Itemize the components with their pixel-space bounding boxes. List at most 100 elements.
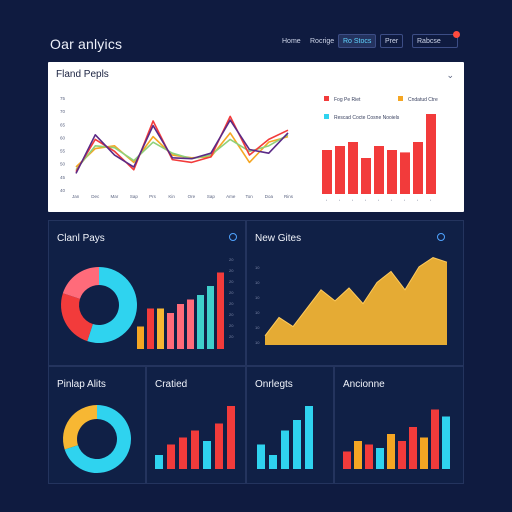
legend-label: Fog Pe Riet bbox=[334, 97, 361, 103]
y-tick-label: 20 bbox=[229, 323, 234, 328]
x-tick-dot: • bbox=[326, 198, 327, 202]
y-tick-label: 75 bbox=[60, 96, 66, 101]
x-tick-label: Ton bbox=[245, 194, 253, 199]
bar bbox=[409, 427, 417, 469]
bottom-panel-3: Onrlegts bbox=[246, 366, 334, 484]
bar bbox=[293, 420, 301, 469]
nav-home[interactable]: Home bbox=[282, 38, 301, 45]
app-title: Oar anlyics bbox=[50, 36, 123, 52]
bar bbox=[187, 299, 194, 349]
pie-slice bbox=[62, 267, 99, 299]
notification-dot-icon bbox=[453, 31, 460, 38]
bar bbox=[374, 146, 384, 194]
bar bbox=[269, 455, 277, 469]
mid-left-title: Clanl Pays bbox=[57, 233, 105, 244]
bar bbox=[426, 114, 436, 194]
bottom-panel-2: Cratied bbox=[146, 366, 246, 484]
y-tick-label: 20 bbox=[229, 312, 234, 317]
top-panel-title: Fland Pepls bbox=[56, 69, 109, 80]
bar bbox=[191, 430, 199, 469]
bar bbox=[227, 406, 235, 469]
y-tick-label: 20 bbox=[229, 334, 234, 339]
nav-item-4[interactable]: Prer bbox=[380, 34, 404, 48]
x-tick-label: Mar bbox=[111, 194, 119, 199]
x-tick-dot: • bbox=[391, 198, 392, 202]
bar bbox=[167, 313, 174, 349]
info-icon[interactable] bbox=[229, 233, 237, 241]
bar bbox=[157, 308, 164, 349]
info-icon[interactable] bbox=[437, 233, 445, 241]
mid-right-title: New Gites bbox=[255, 233, 302, 244]
notifications-button[interactable]: Rabcse bbox=[412, 31, 460, 48]
bottom-2-chart bbox=[155, 406, 235, 469]
bar bbox=[167, 444, 175, 469]
x-tick-dot: • bbox=[339, 198, 340, 202]
y-tick-label: 60 bbox=[60, 135, 66, 140]
y-tick-label: 20 bbox=[229, 290, 234, 295]
bar bbox=[281, 430, 289, 469]
bar bbox=[257, 444, 265, 469]
x-tick-label: Kin bbox=[168, 194, 175, 199]
bottom-2-title: Cratied bbox=[155, 379, 188, 390]
bar bbox=[387, 150, 397, 194]
x-tick-label: Dec bbox=[91, 194, 100, 199]
bar bbox=[365, 444, 373, 469]
pie-slice bbox=[61, 293, 93, 342]
y-tick-label: 10 bbox=[255, 295, 260, 300]
y-tick-label: 55 bbox=[60, 149, 66, 154]
x-tick-label: Sap bbox=[130, 194, 139, 199]
bar bbox=[155, 455, 163, 469]
x-tick-dot: • bbox=[352, 198, 353, 202]
y-tick-label: 65 bbox=[60, 122, 66, 127]
x-tick-dot: • bbox=[378, 198, 379, 202]
y-tick-label: 10 bbox=[255, 310, 260, 315]
area-line bbox=[264, 257, 448, 337]
y-tick-label: 20 bbox=[229, 301, 234, 306]
bar bbox=[343, 451, 351, 469]
legend-swatch bbox=[398, 96, 403, 101]
x-tick-label: Rins bbox=[284, 194, 294, 199]
legend-label: Cndatud Ctre bbox=[408, 97, 438, 103]
y-tick-label: 45 bbox=[60, 175, 66, 180]
bar bbox=[207, 286, 214, 349]
bottom-panel-4: Ancionne bbox=[334, 366, 464, 484]
bar bbox=[203, 441, 211, 469]
bar bbox=[137, 326, 144, 349]
bottom-3-chart bbox=[257, 406, 313, 469]
y-tick-label: 70 bbox=[60, 109, 66, 114]
bar bbox=[217, 272, 224, 349]
bottom-4-chart bbox=[343, 409, 450, 469]
area-series bbox=[265, 257, 447, 345]
bar bbox=[354, 441, 362, 469]
x-tick-label: Prs bbox=[149, 194, 157, 199]
nav-item-2[interactable]: Rocrige bbox=[310, 38, 335, 45]
bar bbox=[305, 406, 313, 469]
bar bbox=[179, 437, 187, 469]
bottom-1-title: Pinlap Alits bbox=[57, 379, 106, 390]
line-series bbox=[75, 119, 289, 174]
bar bbox=[335, 146, 345, 194]
bar bbox=[387, 434, 395, 469]
bar bbox=[420, 437, 428, 469]
chevron-down-icon[interactable]: ⌄ bbox=[446, 70, 454, 80]
x-tick-label: Ame bbox=[226, 194, 236, 199]
mid-left-chart: 20 20 20 20 20 20 20 20 bbox=[61, 257, 234, 349]
mid-right-panel: New Gites 10 10 10 10 10 10 bbox=[246, 220, 464, 366]
pie-slice bbox=[63, 405, 97, 450]
y-tick-label: 50 bbox=[60, 162, 66, 167]
bar bbox=[215, 423, 223, 469]
top-navbar: Oar anlyics Home Rocrige Ro Stocs Prer R… bbox=[40, 28, 466, 60]
y-tick-label: 10 bbox=[255, 340, 260, 345]
bottom-4-title: Ancionne bbox=[343, 379, 385, 390]
nav-item-3[interactable]: Ro Stocs bbox=[338, 34, 377, 48]
legend-swatch bbox=[324, 96, 329, 101]
top-bar-chart: Fog Pe Riet Cndatud Ctre Rescad Cocte Cosn… bbox=[322, 96, 438, 202]
bar bbox=[400, 152, 410, 194]
bar bbox=[177, 304, 184, 349]
y-tick-label: 10 bbox=[255, 325, 260, 330]
bar bbox=[147, 308, 154, 349]
x-tick-dot: • bbox=[430, 198, 431, 202]
x-tick-dot: • bbox=[417, 198, 418, 202]
mid-right-chart: 10 10 10 10 10 10 bbox=[255, 257, 448, 345]
x-tick-label: Jan bbox=[72, 194, 80, 199]
